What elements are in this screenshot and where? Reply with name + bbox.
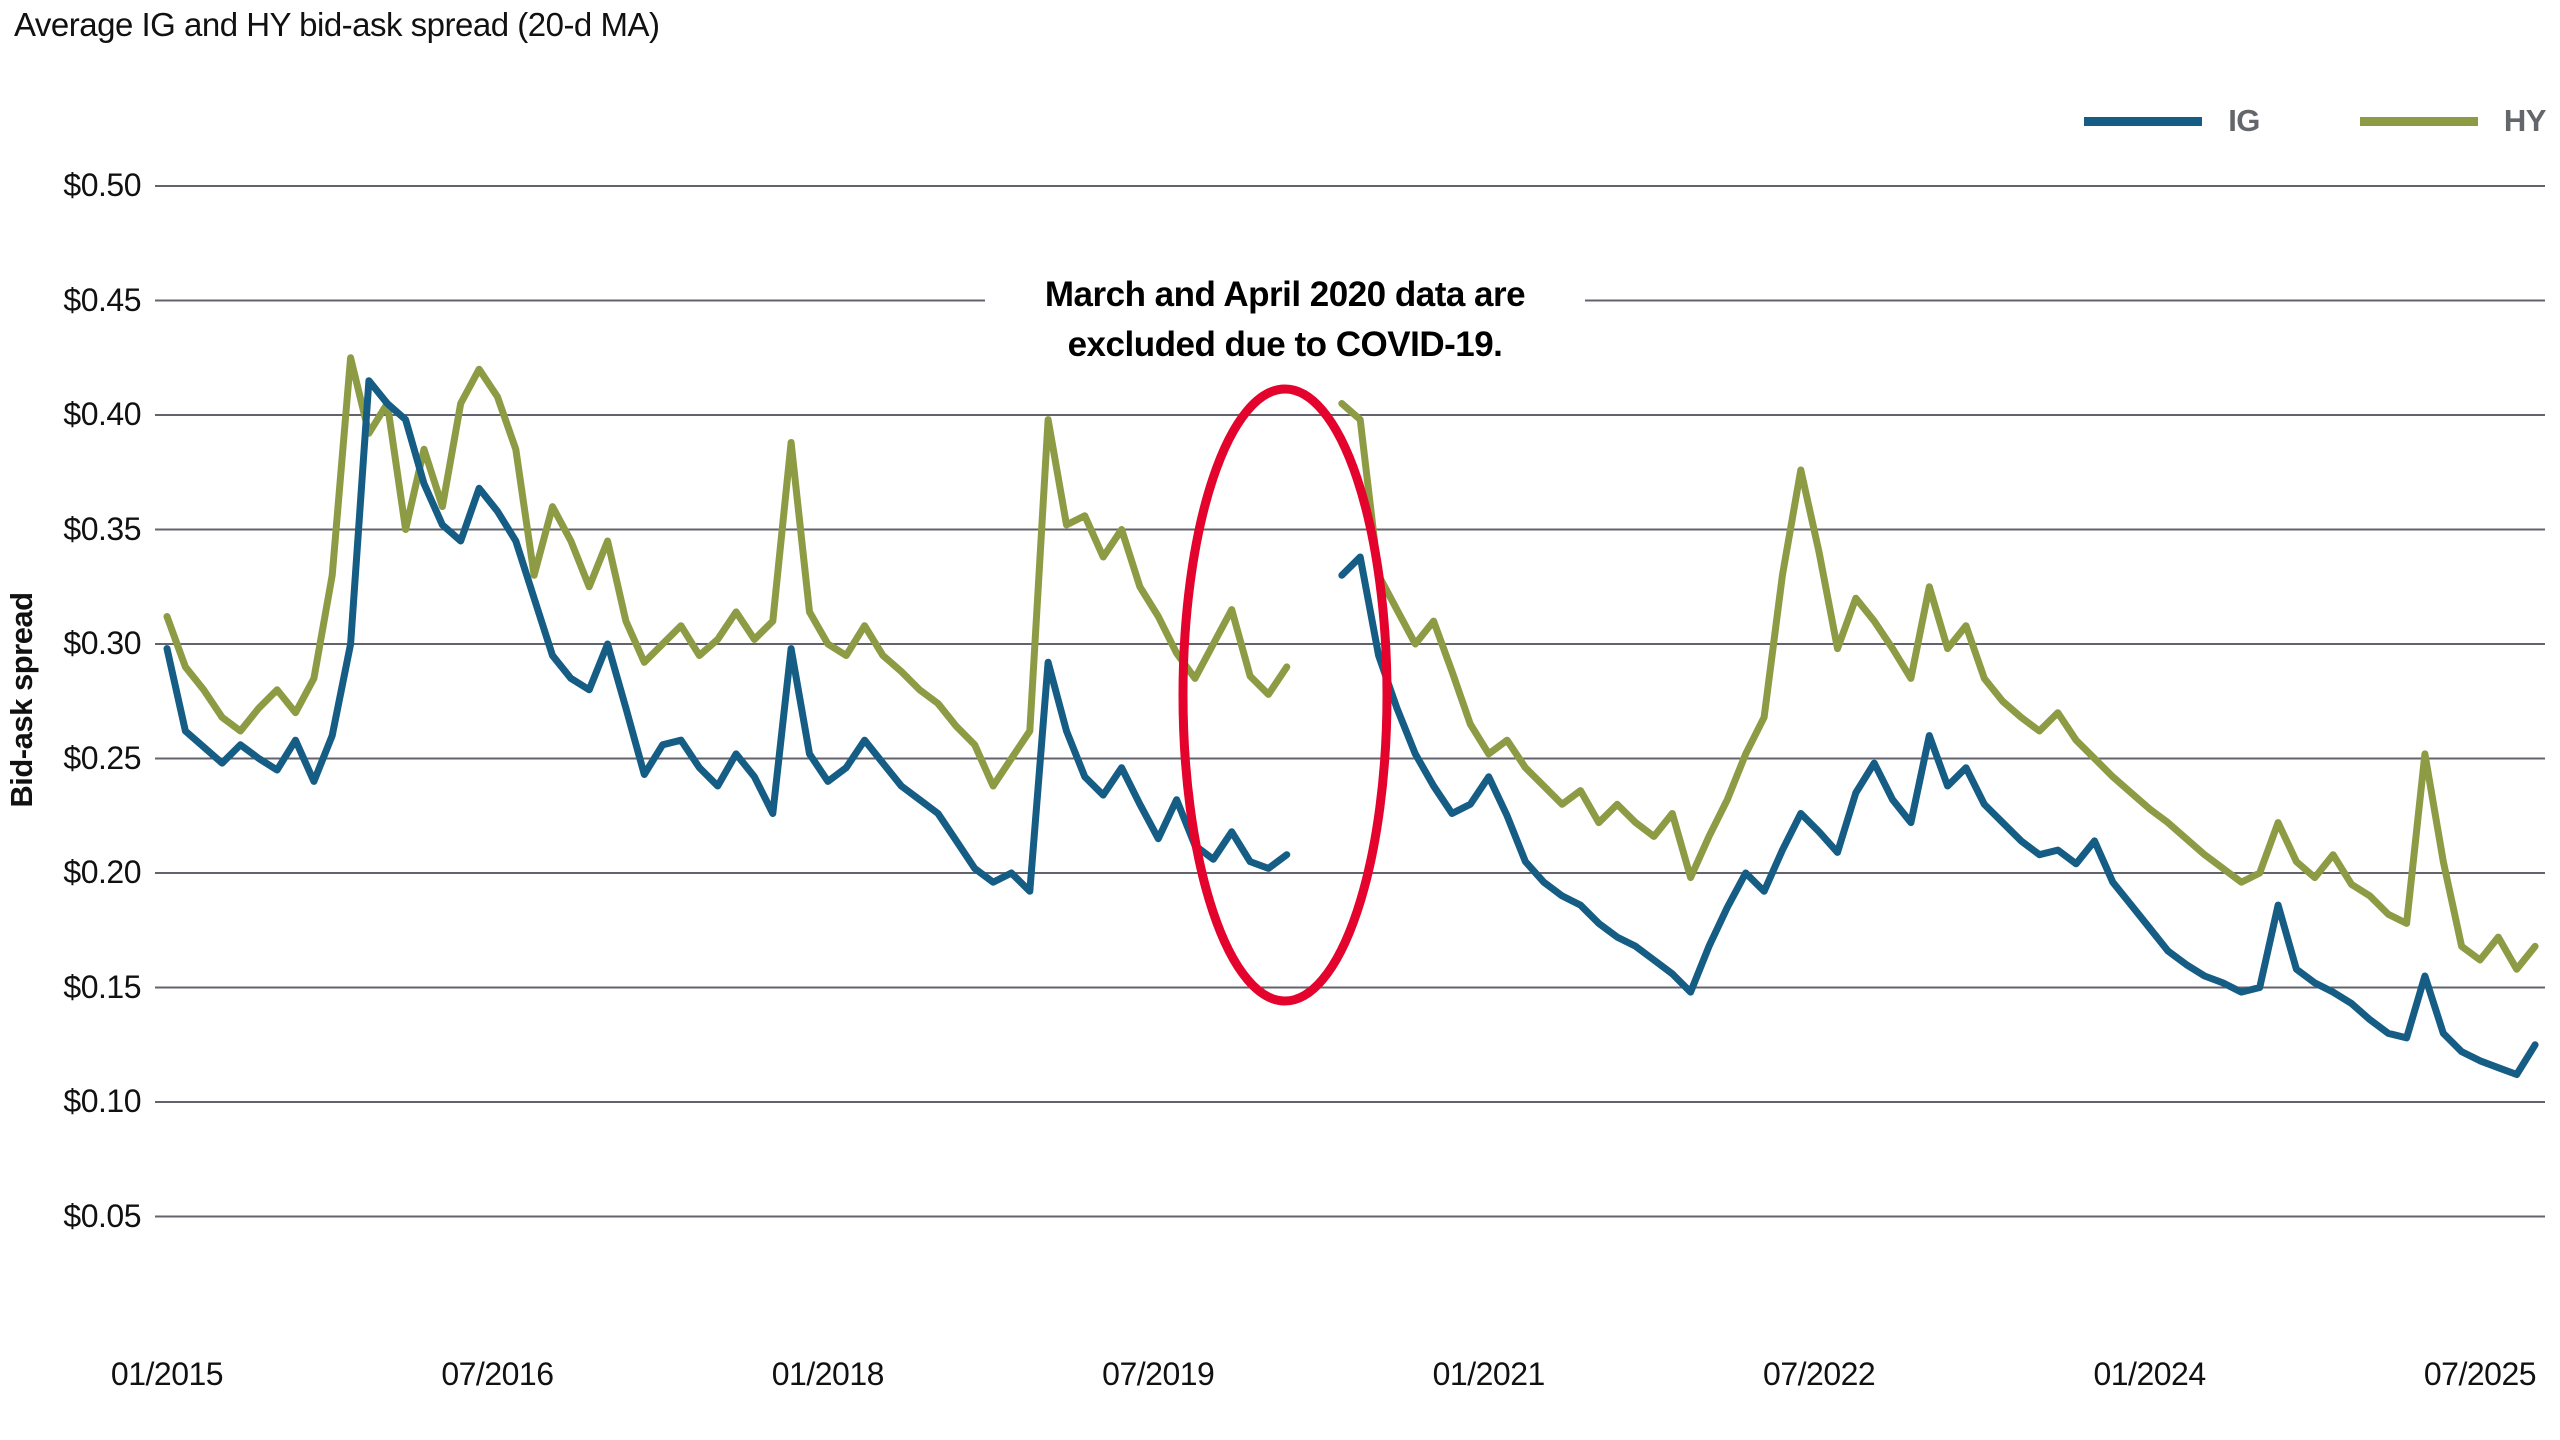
y-tick-label: $0.30	[63, 625, 141, 661]
x-tick-label: 07/2025	[2423, 1356, 2537, 1392]
legend-label-hy: HY	[2503, 103, 2547, 138]
y-tick-label: $0.10	[63, 1083, 141, 1119]
y-tick-label: $0.15	[63, 968, 141, 1005]
y-tick-label: $0.45	[63, 281, 141, 318]
chart-title: Average IG and HY bid-ask spread (20-d M…	[14, 6, 660, 43]
hy-line-swatch-icon	[2359, 116, 2478, 126]
covid-annotation-line2: excluded due to COVID-19.	[1067, 325, 1503, 364]
y-tick-label: $0.05	[63, 1197, 141, 1234]
y-tick-label: $0.25	[63, 739, 141, 776]
y-tick-label: $0.50	[63, 167, 141, 203]
y-tick-label: $0.35	[63, 510, 141, 547]
ig-series-line	[163, 377, 2539, 1078]
x-tick-label: 07/2016	[441, 1356, 554, 1392]
legend-label-ig: IG	[2228, 103, 2260, 138]
covid-highlight-ellipse	[1178, 384, 1392, 1006]
hy-series-line	[163, 354, 2539, 973]
x-tick-label: 07/2022	[1763, 1356, 1876, 1392]
ig-line-swatch-icon	[2084, 116, 2203, 126]
legend-item-hy: HY	[2359, 103, 2547, 139]
legend-item-ig: IG	[2084, 103, 2260, 139]
x-tick-label: 01/2018	[771, 1356, 885, 1392]
x-tick-label: 01/2021	[1432, 1356, 1546, 1392]
y-tick-label: $0.20	[63, 854, 141, 890]
covid-annotation: March and April 2020 data are excluded d…	[985, 270, 1585, 370]
covid-annotation-line1: March and April 2020 data are	[1044, 275, 1526, 314]
y-axis-title: Bid-ask spread	[4, 592, 39, 808]
y-tick-label: $0.40	[63, 396, 141, 432]
x-tick-label: 01/2015	[110, 1356, 224, 1392]
x-tick-label: 01/2024	[2093, 1356, 2206, 1392]
x-tick-label: 07/2019	[1102, 1356, 1215, 1392]
chart-legend: IG HY	[2084, 103, 2547, 139]
